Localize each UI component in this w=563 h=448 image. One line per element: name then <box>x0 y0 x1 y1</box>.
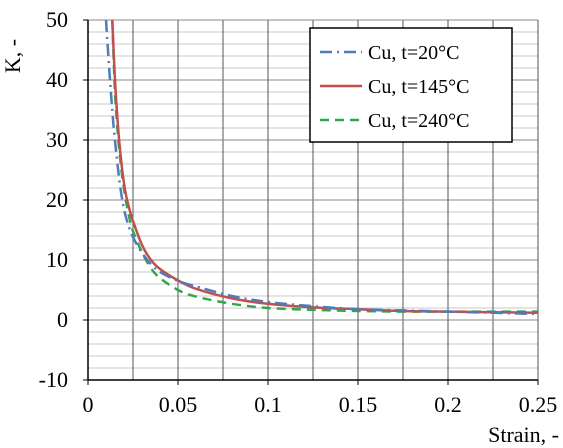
x-tick-label: 0.05 <box>159 392 198 417</box>
legend: Cu, t=20°C Cu, t=145°C Cu, t=240°C <box>309 27 513 143</box>
y-axis-title: K, - <box>0 39 25 73</box>
legend-label: Cu, t=20°C <box>368 42 460 64</box>
y-tick-label: -10 <box>39 367 68 392</box>
axes: -10 0 10 20 30 40 50 0 0.05 0.1 0.15 0.2 0.25 <box>39 7 558 417</box>
y-tick-label: 50 <box>46 7 68 32</box>
x-axis-title: Strain, - <box>488 422 559 447</box>
y-tick-label: 0 <box>57 307 68 332</box>
x-tick-label: 0.2 <box>434 392 462 417</box>
x-tick-label: 0.25 <box>519 392 558 417</box>
x-tick-label: 0 <box>83 392 94 417</box>
series-group <box>104 20 538 316</box>
legend-label: Cu, t=145°C <box>368 76 470 98</box>
legend-label: Cu, t=240°C <box>368 110 470 132</box>
y-tick-label: 40 <box>46 67 68 92</box>
y-tick-label: 10 <box>46 247 68 272</box>
y-tick-label: 20 <box>46 187 68 212</box>
y-tick-label: 30 <box>46 127 68 152</box>
x-tick-label: 0.1 <box>254 392 282 417</box>
series-line-1 <box>104 20 538 316</box>
x-tick-label: 0.15 <box>339 392 378 417</box>
